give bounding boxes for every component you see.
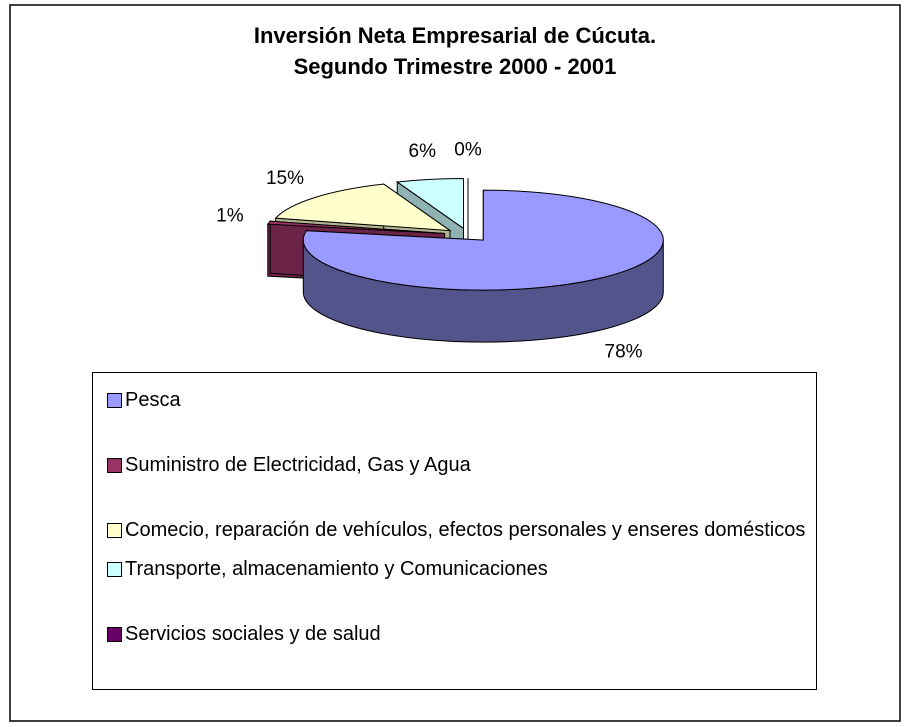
pie: 78% 1% 15% 6% 0% (216, 139, 664, 362)
data-label: 15% (266, 168, 304, 189)
data-label: 1% (216, 206, 244, 227)
legend-label: Servicios sociales y de salud (125, 623, 381, 645)
data-label: 0% (454, 139, 482, 160)
slice (274, 183, 452, 232)
legend-item: Pesca (107, 387, 806, 413)
data-label: 6% (409, 141, 437, 162)
data-label: 78% (605, 341, 643, 362)
legend-swatch (107, 627, 122, 642)
legend-label: Transporte, almacenamiento y Comunicacio… (125, 558, 548, 580)
legend-label: Pesca (125, 389, 181, 411)
slice (395, 177, 465, 230)
slice (266, 220, 445, 235)
legend-label: Comecio, reparación de vehículos, efecto… (125, 519, 806, 541)
chart-title: Segundo Trimestre 2000 - 2001 (294, 54, 617, 79)
chart-frame (9, 4, 901, 722)
legend: Pesca Suministro de Electricidad, Gas y A… (92, 372, 817, 690)
legend-item: Comecio, reparación de vehículos, efecto… (107, 517, 806, 543)
legend-swatch (107, 562, 122, 577)
legend-item: Transporte, almacenamiento y Comunicacio… (107, 556, 806, 582)
legend-swatch (107, 393, 122, 408)
slice (302, 189, 664, 291)
legend-item: Servicios sociales y de salud (107, 621, 806, 647)
chart-title: Inversión Neta Empresarial de Cúcuta. (254, 23, 656, 48)
legend-swatch (107, 523, 122, 538)
legend-swatch (107, 458, 122, 473)
legend-item: Suministro de Electricidad, Gas y Agua (107, 452, 806, 478)
legend-label: Suministro de Electricidad, Gas y Agua (125, 454, 471, 476)
